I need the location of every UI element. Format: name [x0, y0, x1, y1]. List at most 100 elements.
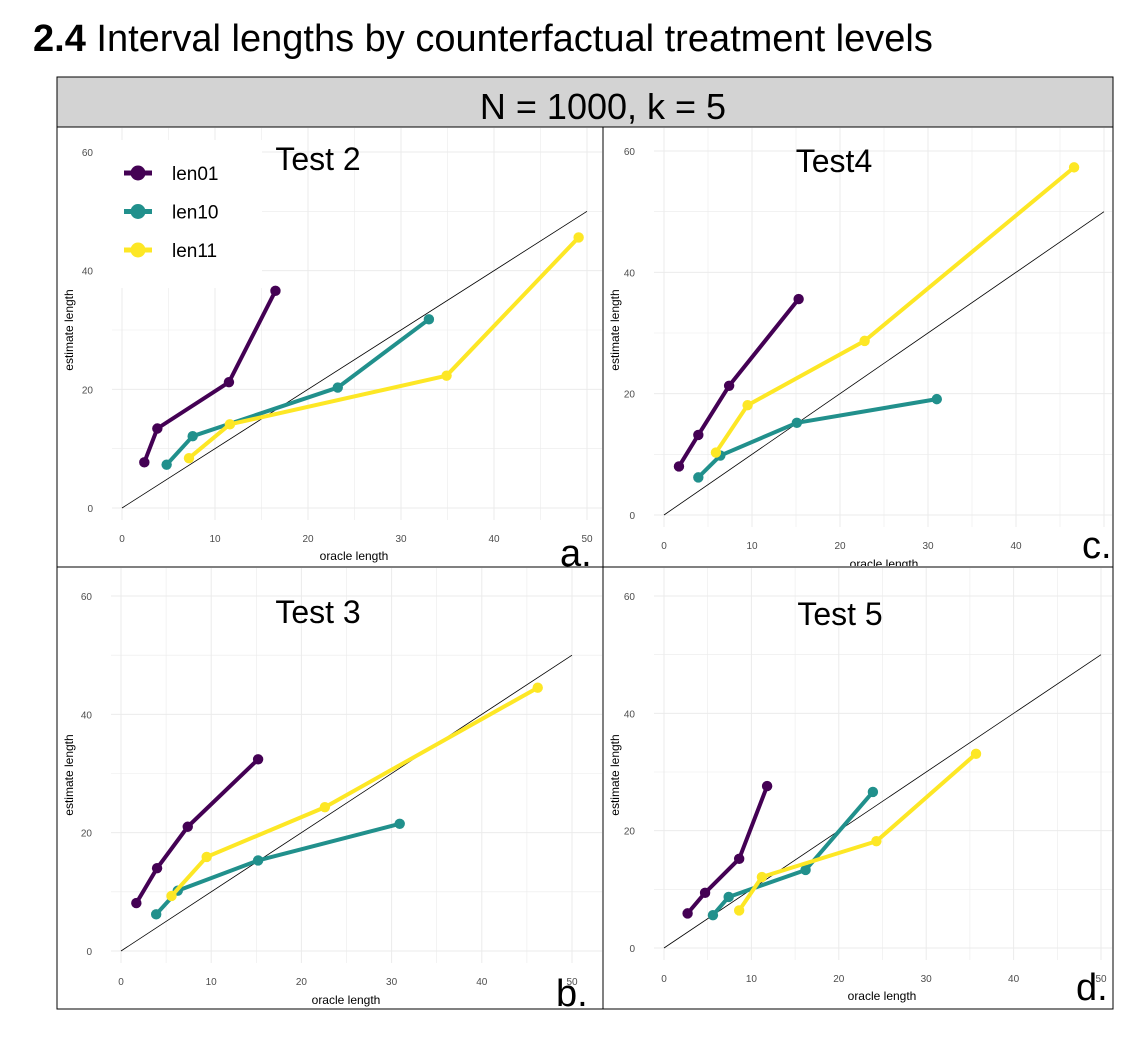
data-point-len01 — [693, 429, 704, 441]
x-tick-label: 0 — [118, 977, 124, 988]
legend-entry-label: len11 — [172, 241, 217, 262]
figure-number: 2.4 — [33, 18, 86, 60]
panel-2: 0 10 20 30 40 0 20 40 60 oracle length estimate le… — [608, 128, 1112, 567]
y-axis-label: estimate length — [608, 289, 622, 370]
x-tick-label: 10 — [746, 541, 758, 552]
panel-content: 0 10 20 30 40 50 0 20 40 60 oracle length estimate … — [62, 568, 602, 1007]
data-point-len11 — [970, 748, 982, 760]
reference-line — [663, 654, 1102, 949]
x-tick-label: 50 — [566, 977, 578, 988]
x-axis-label: oracle length — [312, 993, 381, 1007]
x-tick-label: 40 — [1008, 974, 1020, 985]
series-len10 — [150, 818, 405, 920]
data-point-len11 — [1068, 162, 1080, 173]
reference-line — [121, 210, 588, 509]
y-tick-label: 40 — [82, 267, 94, 278]
legend-key-point — [130, 204, 146, 219]
x-tick-label: 0 — [661, 541, 667, 552]
data-point-len10 — [707, 909, 719, 921]
data-point-len10 — [693, 472, 704, 483]
panel-content: 0 10 20 30 40 50 0 20 40 60 oracle length estimate … — [62, 128, 602, 563]
series-len10 — [161, 314, 435, 470]
data-point-len10 — [187, 431, 198, 442]
x-tick-label: 30 — [386, 977, 398, 988]
y-axis-label: estimate length — [62, 734, 76, 815]
series-len11 — [166, 682, 543, 902]
data-point-len11 — [710, 447, 722, 458]
data-point-len01 — [139, 457, 150, 468]
data-point-len11 — [871, 836, 882, 847]
figure-title-text: Interval lengths by counterfactual treat… — [96, 18, 933, 60]
data-point-len11 — [733, 905, 745, 916]
legend-entry-label: len01 — [172, 164, 219, 185]
grid — [654, 568, 1112, 960]
series-len11 — [183, 232, 584, 464]
x-tick-label: 20 — [296, 977, 308, 988]
data-point-len01 — [682, 908, 693, 919]
panel-title: Test4 — [796, 143, 872, 179]
x-tick-label: 40 — [1010, 541, 1022, 552]
data-point-len01 — [252, 754, 264, 765]
data-point-len11 — [166, 890, 177, 902]
y-tick-label: 40 — [624, 268, 636, 279]
series-line-len10 — [164, 317, 431, 467]
data-point-len10 — [394, 818, 405, 829]
y-tick-label: 60 — [81, 592, 93, 603]
x-tick-label: 10 — [746, 974, 758, 985]
data-point-len01 — [673, 461, 685, 472]
series-len01 — [673, 293, 804, 472]
data-point-len11 — [742, 399, 753, 411]
x-tick-label: 20 — [302, 534, 314, 545]
panel-title: Test 3 — [275, 594, 360, 630]
y-tick-label: 0 — [86, 947, 92, 958]
data-point-len11 — [224, 419, 236, 430]
series-len10 — [707, 786, 879, 921]
y-tick-label: 0 — [87, 504, 93, 515]
data-point-len11 — [573, 232, 584, 243]
x-axis-label: oracle length — [320, 549, 389, 563]
panel-content: 0 10 20 30 40 0 20 40 60 oracle length estimate le… — [608, 128, 1112, 566]
series-line-len01 — [134, 757, 261, 906]
legend: len01 len10 len11 — [100, 140, 262, 288]
data-point-len01 — [270, 285, 281, 297]
y-tick-label: 60 — [624, 147, 636, 158]
series-len11 — [733, 748, 982, 916]
data-point-len01 — [699, 887, 711, 899]
data-point-len11 — [183, 452, 195, 464]
data-point-len10 — [791, 417, 803, 428]
grid — [654, 128, 1112, 527]
data-point-len01 — [182, 821, 193, 832]
series-line-len11 — [169, 685, 540, 898]
data-point-len01 — [793, 293, 804, 305]
x-axis-label: oracle length — [848, 989, 917, 1003]
data-point-len01 — [761, 780, 773, 792]
series-line-len10 — [696, 397, 939, 480]
x-tick-label: 50 — [1095, 974, 1107, 985]
y-tick-label: 60 — [624, 592, 636, 603]
figure-title: 2.4 Interval lengths by counterfactual t… — [33, 18, 933, 61]
x-tick-label: 20 — [833, 974, 845, 985]
x-tick-label: 40 — [476, 977, 488, 988]
panel-3: 0 10 20 30 40 50 0 20 40 60 oracle length estimate … — [62, 568, 602, 1015]
data-point-len01 — [131, 897, 142, 909]
data-point-len11 — [201, 851, 212, 863]
series-line-len01 — [685, 784, 770, 916]
y-tick-label: 20 — [624, 390, 636, 401]
x-tick-label: 50 — [581, 534, 593, 545]
data-point-len01 — [723, 380, 735, 391]
y-tick-label: 0 — [629, 944, 635, 955]
data-point-len10 — [332, 382, 343, 393]
data-point-len01 — [223, 377, 235, 388]
panels: 0 10 20 30 40 50 0 20 40 60 oracle length estimate … — [62, 128, 1112, 1015]
x-tick-label: 30 — [395, 534, 407, 545]
data-point-len11 — [532, 682, 543, 693]
data-point-len10 — [800, 864, 811, 876]
data-point-len10 — [723, 891, 734, 903]
x-tick-label: 10 — [206, 977, 218, 988]
strip-label: N = 1000, k = 5 — [480, 86, 726, 127]
data-point-len11 — [859, 335, 870, 347]
legend-entry-label: len10 — [172, 203, 219, 224]
legend-key-point — [130, 165, 146, 181]
x-tick-label: 40 — [488, 534, 500, 545]
